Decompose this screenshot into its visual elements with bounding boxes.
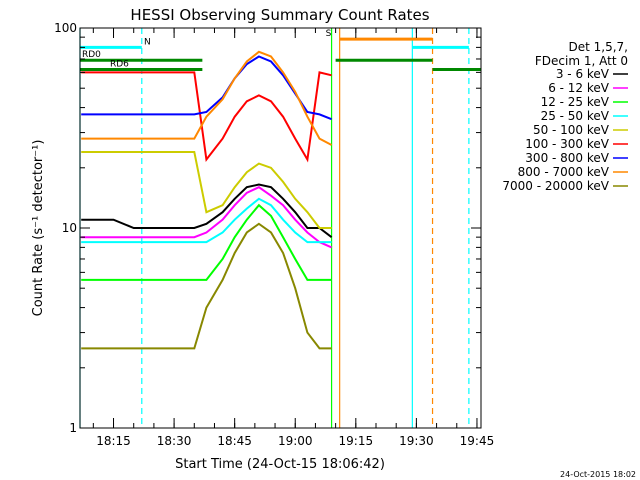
- axes: 18:15 18:30 18:45 19:00 19:15 19:30 19:45 1 10 10…: [54, 21, 494, 448]
- series-line-7000-20000-kev: [81, 222, 332, 350]
- x-tick-label-19-45: 19:45: [460, 434, 495, 448]
- legend-label-800-7000-kev: 800 - 7000 keV: [518, 165, 610, 179]
- series-line-25-50-kev: [81, 197, 332, 244]
- flag-label-rd6: RD6: [110, 60, 129, 70]
- x-axis-label: Start Time (24-Oct-15 18:06:42): [175, 457, 385, 472]
- flag-label-rd0: RD0: [82, 50, 101, 60]
- legend-label-3-6-kev: 3 - 6 keV: [556, 67, 610, 81]
- footer-timestamp: 24-Oct-2015 18:02: [560, 470, 636, 479]
- legend-label-12-25-kev: 12 - 25 keV: [541, 95, 610, 109]
- legend-header-0: Det 1,5,7,: [569, 40, 629, 54]
- legend-label-100-300-kev: 100 - 300 keV: [525, 137, 609, 151]
- plot-area: N S RD0 RD6: [79, 28, 481, 428]
- series-line-800-7000-kev: [81, 50, 333, 146]
- y-tick-label-100: 100: [54, 21, 77, 35]
- legend-header-1: FDecim 1, Att 0: [535, 54, 628, 68]
- y-tick-label-1: 1: [69, 421, 77, 435]
- y-tick-label-10: 10: [62, 221, 77, 235]
- x-tick-label-18-15: 18:15: [96, 434, 131, 448]
- x-tick-label-19-00: 19:00: [278, 434, 313, 448]
- series-line-6-12-kev: [81, 186, 333, 249]
- legend-label-6-12-kev: 6 - 12 keV: [548, 81, 610, 95]
- series-line-12-25-kev: [81, 203, 332, 281]
- flag-label-s: S: [326, 29, 332, 39]
- legend-label-25-50-kev: 25 - 50 keV: [541, 109, 610, 123]
- legend-label-7000-20000-kev: 7000 - 20000 keV: [502, 179, 609, 193]
- x-tick-label-19-15: 19:15: [339, 434, 374, 448]
- x-tick-label-18-30: 18:30: [157, 434, 192, 448]
- y-axis-label: Count Rate (s⁻¹ detector⁻¹): [31, 140, 46, 317]
- legend-label-50-100-kev: 50 - 100 keV: [533, 123, 610, 137]
- x-tick-label-18-45: 18:45: [217, 434, 252, 448]
- x-tick-label-19-30: 19:30: [399, 434, 434, 448]
- legend-label-300-800-kev: 300 - 800 keV: [525, 151, 609, 165]
- series-line-50-100-kev: [81, 151, 332, 229]
- flag-label-n: N: [144, 37, 151, 47]
- series-line-100-300-kev: [81, 71, 332, 163]
- series-line-3-6-kev: [81, 183, 333, 238]
- chart-title: HESSI Observing Summary Count Rates: [130, 6, 429, 24]
